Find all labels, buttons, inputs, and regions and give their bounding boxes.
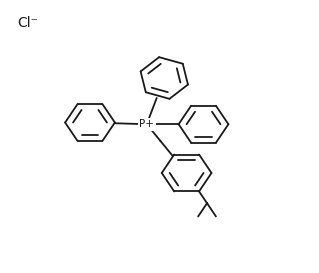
Text: Cl⁻: Cl⁻ xyxy=(18,16,39,30)
Text: P+: P+ xyxy=(139,119,154,129)
